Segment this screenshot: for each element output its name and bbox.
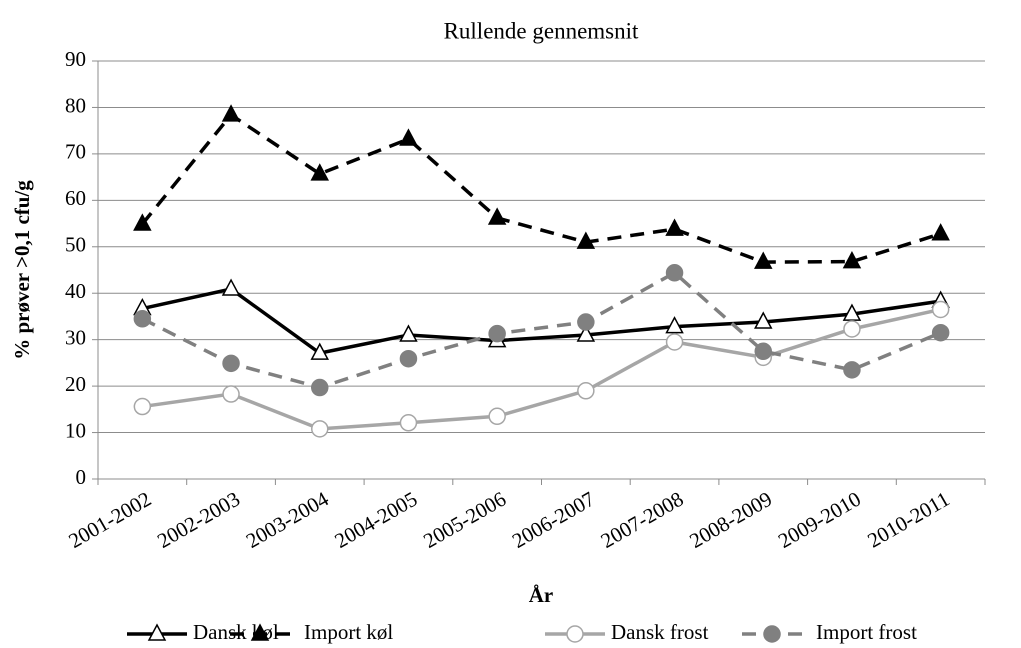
data-point	[931, 300, 950, 319]
data-point	[311, 378, 329, 397]
y-axis-label: % prøver >0,1 cfu/g	[10, 180, 34, 360]
x-tick-label: 2008-2009	[685, 487, 776, 553]
x-tick-label: 2010-2011	[863, 487, 953, 553]
y-tick-label: 70	[65, 140, 86, 164]
legend-marker	[147, 623, 167, 641]
data-point	[133, 397, 152, 416]
x-tick-label: 2009-2010	[774, 487, 865, 553]
y-tick-label: 80	[65, 93, 86, 117]
data-point	[399, 324, 418, 342]
x-tick-label: 2006-2007	[508, 487, 599, 553]
y-tick-label: 60	[65, 186, 86, 210]
data-point	[665, 316, 684, 334]
data-point	[399, 128, 418, 146]
legend-marker	[763, 625, 781, 643]
x-axis-label: År	[529, 583, 554, 607]
data-point	[221, 104, 241, 122]
data-point	[576, 324, 596, 342]
y-tick-label: 10	[65, 418, 86, 442]
legend-label: Dansk frost	[611, 620, 709, 644]
y-tick-label: 40	[65, 279, 86, 303]
chart-title: Rullende gennemsnit	[444, 18, 639, 43]
data-point	[753, 251, 773, 269]
x-tick-label: 2002-2003	[153, 487, 244, 553]
x-tick-label: 2001-2002	[64, 487, 155, 553]
legend-marker	[566, 625, 584, 643]
data-point	[577, 382, 595, 400]
x-tick-label: 2004-2005	[331, 487, 422, 553]
y-tick-label: 20	[65, 372, 86, 396]
data-point	[399, 414, 418, 432]
data-point	[310, 163, 329, 181]
y-tick-label: 90	[65, 47, 86, 71]
series-line	[141, 270, 942, 390]
data-point	[842, 251, 862, 269]
y-tick-label: 0	[76, 465, 87, 489]
data-point	[222, 354, 240, 373]
data-point	[133, 310, 152, 328]
legend-label: Import køl	[304, 620, 393, 644]
data-point	[222, 385, 240, 403]
data-point	[488, 407, 506, 426]
data-point	[931, 223, 950, 241]
data-point	[665, 333, 684, 351]
data-point	[577, 313, 595, 331]
data-point	[665, 218, 684, 236]
y-tick-label: 30	[65, 325, 86, 349]
data-point	[843, 320, 861, 338]
data-point	[487, 207, 507, 225]
data-point	[754, 311, 773, 329]
x-tick-label: 2005-2006	[419, 487, 510, 553]
y-tick-label: 50	[65, 233, 86, 257]
data-point	[843, 361, 861, 379]
data-point	[221, 278, 241, 296]
data-point	[842, 303, 862, 321]
x-tick-label: 2003-2004	[242, 486, 333, 553]
data-point	[576, 231, 596, 249]
series-line	[141, 287, 941, 356]
data-point	[399, 349, 418, 368]
data-point	[133, 213, 152, 231]
legend-label: Import frost	[816, 620, 917, 644]
legend-marker	[250, 623, 270, 641]
data-point	[311, 420, 329, 438]
x-tick-label: 2007-2008	[597, 487, 688, 553]
data-point	[754, 342, 772, 361]
series-line	[140, 112, 942, 264]
series-line	[142, 307, 942, 431]
data-point	[488, 324, 506, 343]
data-point	[665, 264, 684, 282]
data-point	[310, 342, 329, 360]
data-point	[931, 323, 950, 342]
